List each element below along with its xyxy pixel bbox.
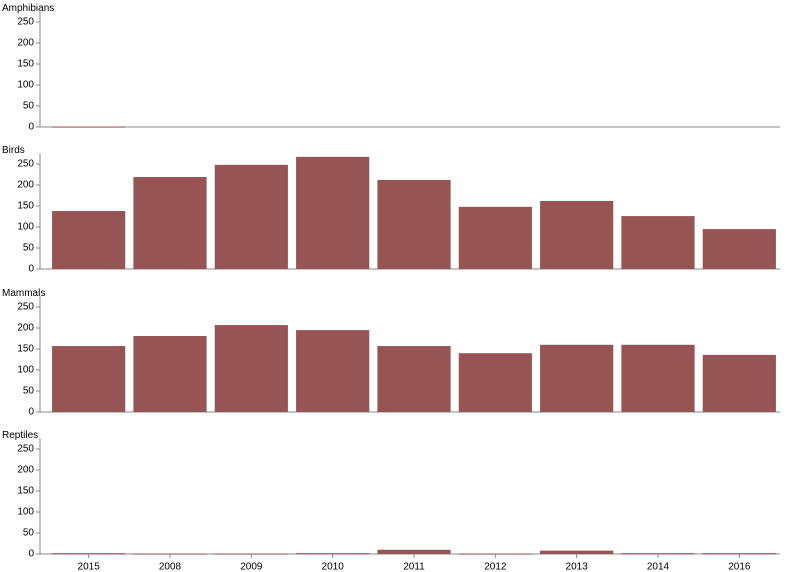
bar	[540, 550, 614, 554]
bar	[52, 211, 126, 269]
y-tick-label: 250	[17, 17, 34, 28]
bar	[296, 553, 370, 555]
bar	[377, 179, 451, 269]
y-tick-label: 150	[17, 59, 34, 70]
x-tick-label: 2014	[647, 562, 670, 572]
x-tick-label: 2009	[240, 562, 263, 572]
y-tick-label: 100	[17, 365, 34, 376]
bar	[621, 553, 695, 555]
y-tick-label: 0	[28, 407, 34, 418]
bar	[214, 164, 288, 269]
y-tick-label: 200	[17, 180, 34, 191]
bar	[458, 353, 532, 412]
y-tick-label: 150	[17, 486, 34, 497]
bar	[621, 344, 695, 412]
y-tick-label: 0	[28, 122, 34, 133]
bar	[621, 216, 695, 269]
bar	[702, 553, 776, 555]
bar	[702, 229, 776, 269]
bar	[52, 346, 126, 412]
bar	[296, 156, 370, 269]
bar	[296, 330, 370, 412]
panel-title: Mammals	[2, 288, 45, 299]
bar	[540, 344, 614, 412]
y-tick-label: 0	[28, 549, 34, 560]
y-tick-label: 0	[28, 264, 34, 275]
y-tick-label: 200	[17, 465, 34, 476]
y-tick-label: 50	[23, 101, 35, 112]
bar	[133, 335, 207, 412]
bar	[52, 126, 126, 128]
x-tick-label: 2010	[322, 562, 345, 572]
y-tick-label: 250	[17, 159, 34, 170]
panel-title: Birds	[2, 145, 25, 156]
y-tick-label: 150	[17, 344, 34, 355]
bar	[133, 177, 207, 269]
bar	[540, 200, 614, 269]
x-tick-label: 2015	[78, 562, 101, 572]
y-tick-label: 250	[17, 444, 34, 455]
x-tick-label: 2012	[484, 562, 507, 572]
y-tick-label: 100	[17, 507, 34, 518]
bar	[52, 553, 126, 555]
bar	[458, 206, 532, 269]
y-tick-label: 100	[17, 80, 34, 91]
bar	[377, 346, 451, 412]
y-tick-label: 50	[23, 386, 35, 397]
bar	[377, 549, 451, 554]
x-tick-label: 2011	[403, 562, 425, 572]
x-tick-label: 2008	[159, 562, 182, 572]
bar	[214, 325, 288, 412]
x-tick-label: 2013	[566, 562, 589, 572]
y-tick-label: 100	[17, 222, 34, 233]
y-tick-label: 50	[23, 528, 35, 539]
y-tick-label: 200	[17, 38, 34, 49]
y-tick-label: 200	[17, 323, 34, 334]
bar	[702, 354, 776, 412]
panel-title: Reptiles	[2, 430, 38, 441]
y-tick-label: 50	[23, 243, 35, 254]
y-tick-label: 150	[17, 201, 34, 212]
panel-title: Amphibians	[2, 3, 54, 14]
x-tick-label: 2016	[728, 562, 751, 572]
y-tick-label: 250	[17, 302, 34, 313]
